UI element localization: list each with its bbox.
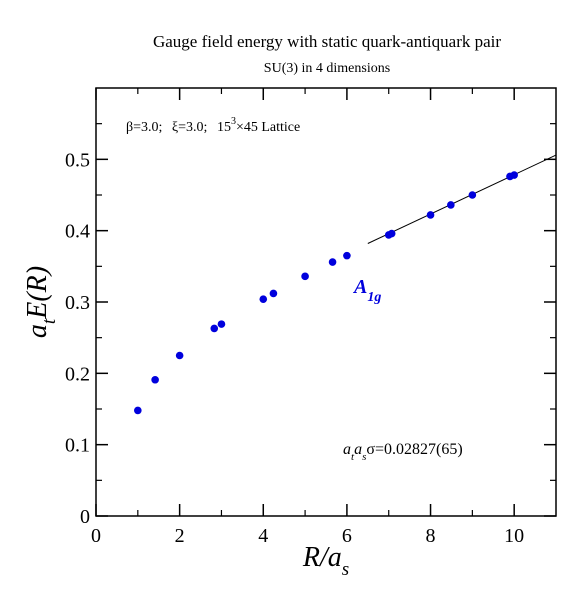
state-label: A1g <box>352 276 381 305</box>
y-tick-label: 0 <box>80 506 90 528</box>
y-tick-label: 0.4 <box>65 221 90 243</box>
y-axis-label: atE(R) <box>22 266 60 338</box>
data-point <box>175 351 184 360</box>
data-point <box>210 324 219 333</box>
x-axis-label: R/as <box>302 542 349 580</box>
y-tick-label: 0.5 <box>65 149 90 171</box>
chart-title: Gauge field energy with static quark-ant… <box>153 32 501 51</box>
data-point <box>134 406 142 415</box>
data-point <box>259 295 268 303</box>
y-tick-labels: 0 0.1 0.2 0.3 0.4 0.5 <box>65 149 90 528</box>
data-point <box>328 258 337 266</box>
y-tick-label: 0.3 <box>65 292 90 314</box>
data-point <box>217 320 226 328</box>
data-point <box>387 229 396 238</box>
data-point <box>447 201 455 209</box>
data-point <box>468 191 477 199</box>
data-point <box>343 251 351 260</box>
data-point <box>510 171 518 179</box>
string-tension-annotation: atasσ=0.02827(65) <box>343 441 463 463</box>
x-tick-label: 10 <box>504 525 524 547</box>
axis-ticks <box>95 88 556 517</box>
x-tick-labels: 0 2 4 6 8 10 <box>91 525 524 547</box>
y-tick-label: 0.2 <box>65 363 90 385</box>
x-tick-label: 2 <box>175 525 185 547</box>
data-point <box>426 211 435 219</box>
x-tick-label: 0 <box>91 525 101 547</box>
data-point <box>151 375 159 384</box>
x-tick-label: 4 <box>258 525 268 547</box>
fit-line <box>367 154 557 244</box>
x-tick-label: 8 <box>426 525 436 547</box>
y-tick-label: 0.1 <box>65 435 90 457</box>
data-point <box>301 272 309 281</box>
lattice-annotation: β=3.0; ξ=3.0; 153×45 Lattice <box>126 116 300 135</box>
chart-subtitle: SU(3) in 4 dimensions <box>264 61 390 76</box>
plot-frame <box>95 87 557 517</box>
data-points <box>134 171 518 415</box>
data-point <box>269 289 278 298</box>
x-tick-label: 6 <box>342 525 352 547</box>
